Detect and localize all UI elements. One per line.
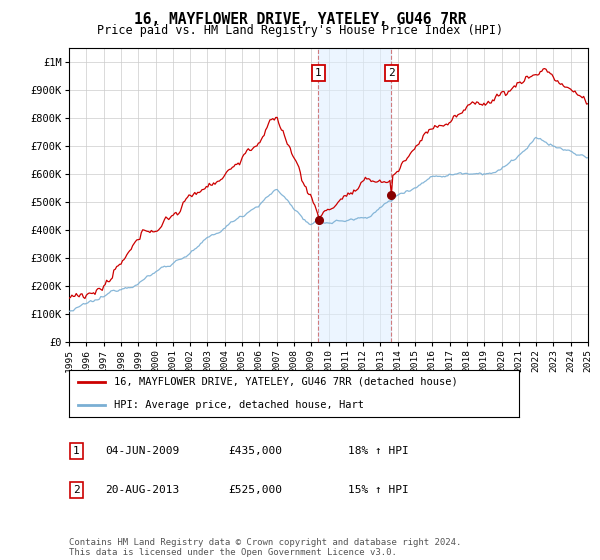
Text: £435,000: £435,000 [228, 446, 282, 456]
Text: HPI: Average price, detached house, Hart: HPI: Average price, detached house, Hart [114, 400, 364, 410]
Text: Contains HM Land Registry data © Crown copyright and database right 2024.
This d: Contains HM Land Registry data © Crown c… [69, 538, 461, 557]
Text: 1: 1 [315, 68, 322, 78]
Text: 2: 2 [388, 68, 395, 78]
Text: £525,000: £525,000 [228, 485, 282, 495]
Text: 18% ↑ HPI: 18% ↑ HPI [348, 446, 409, 456]
Text: 1: 1 [73, 446, 80, 456]
Text: 04-JUN-2009: 04-JUN-2009 [105, 446, 179, 456]
Bar [319, 48, 391, 342]
Text: 20-AUG-2013: 20-AUG-2013 [105, 485, 179, 495]
Text: 16, MAYFLOWER DRIVE, YATELEY, GU46 7RR (detached house): 16, MAYFLOWER DRIVE, YATELEY, GU46 7RR (… [114, 376, 458, 386]
Text: Price paid vs. HM Land Registry's House Price Index (HPI): Price paid vs. HM Land Registry's House … [97, 24, 503, 36]
Text: 15% ↑ HPI: 15% ↑ HPI [348, 485, 409, 495]
Text: 2: 2 [73, 485, 80, 495]
Text: 16, MAYFLOWER DRIVE, YATELEY, GU46 7RR: 16, MAYFLOWER DRIVE, YATELEY, GU46 7RR [134, 12, 466, 27]
